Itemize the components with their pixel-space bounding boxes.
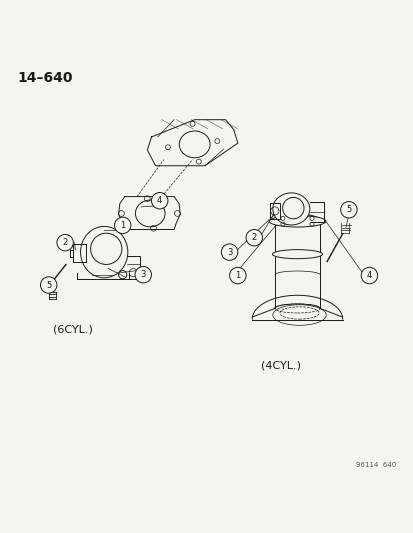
Circle shape — [340, 201, 356, 218]
Circle shape — [57, 235, 73, 251]
Text: 1: 1 — [120, 221, 125, 230]
Ellipse shape — [268, 215, 325, 227]
Text: 96114  640: 96114 640 — [355, 462, 395, 468]
Text: 1: 1 — [235, 271, 240, 280]
Text: 2: 2 — [62, 238, 68, 247]
Circle shape — [114, 217, 131, 233]
Text: 5: 5 — [46, 280, 51, 289]
Text: 4: 4 — [366, 271, 371, 280]
Circle shape — [151, 192, 168, 209]
Circle shape — [245, 230, 262, 246]
Ellipse shape — [272, 249, 322, 259]
Text: 2: 2 — [251, 233, 256, 242]
Text: 3: 3 — [226, 248, 232, 256]
Text: 14–640: 14–640 — [18, 71, 73, 85]
Text: (6CYL.): (6CYL.) — [53, 324, 93, 334]
Text: 5: 5 — [345, 205, 351, 214]
Ellipse shape — [274, 214, 319, 226]
Text: (4CYL.): (4CYL.) — [260, 360, 300, 370]
Circle shape — [221, 244, 237, 260]
Circle shape — [229, 268, 245, 284]
Ellipse shape — [272, 193, 309, 225]
Text: 3: 3 — [140, 270, 146, 279]
Circle shape — [360, 268, 377, 284]
Circle shape — [40, 277, 57, 293]
Text: 4: 4 — [157, 196, 162, 205]
Circle shape — [135, 266, 151, 283]
